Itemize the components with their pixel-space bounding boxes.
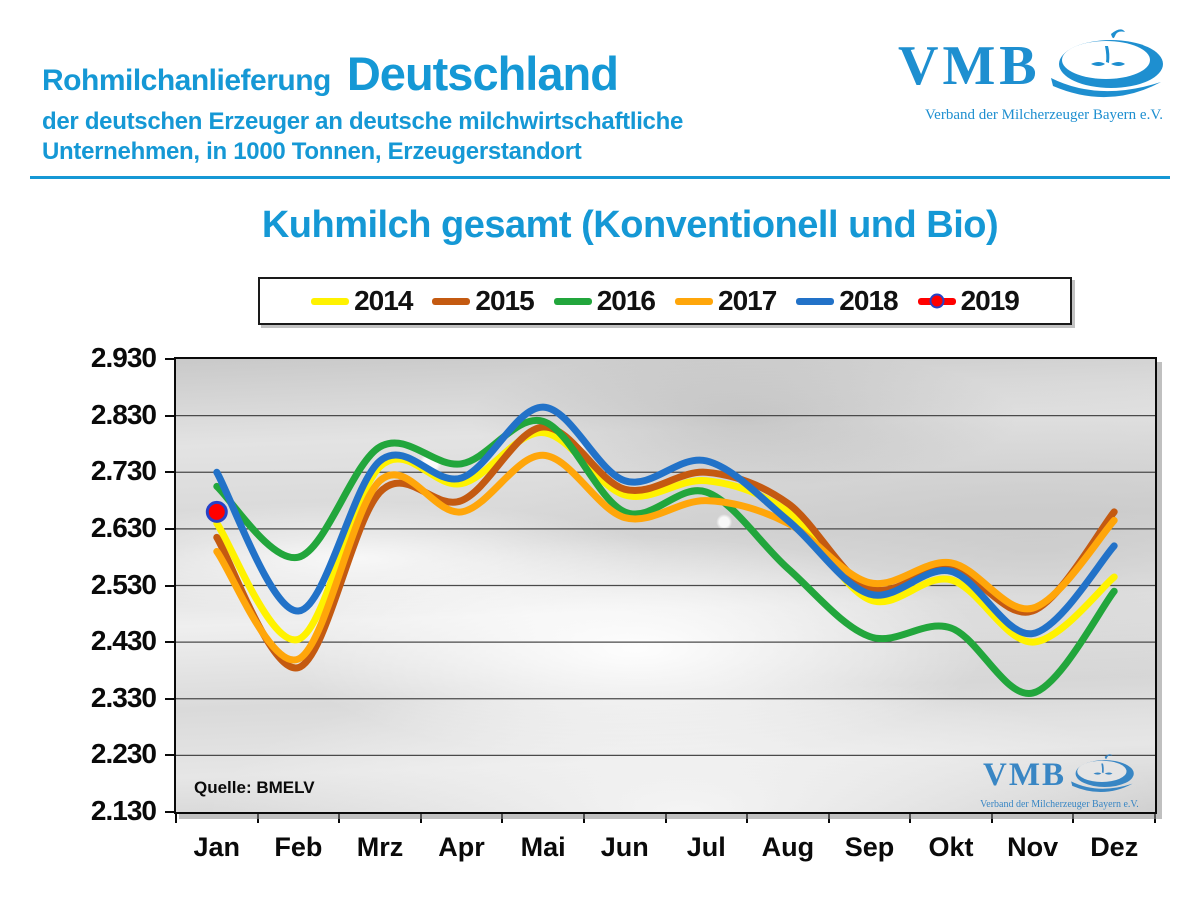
legend-item-2017: 2017 [675,285,777,317]
series-line-2014 [213,429,1118,646]
x-axis-label-Jan: Jan [193,832,241,862]
x-axis-tick [419,814,422,823]
x-axis-tick [582,814,585,823]
chart-title: Kuhmilch gesamt (Konventionell und Bio) [261,204,999,246]
legend-item-2018: 2018 [796,285,899,317]
legend-item-2016: 2016 [553,285,656,317]
legend-label-2017: 2017 [718,285,777,316]
series-line-2018 [213,403,1118,638]
x-axis-label-Aug: Aug [761,832,815,862]
legend-swatch-2017 [675,297,713,305]
vmb-watermark-text: VMB [983,757,1066,793]
x-axis-tick [256,814,259,823]
x-axis-tick [1154,814,1156,823]
legend-swatch-2018 [796,297,835,305]
vmb-logo-text: VMB [898,34,1041,97]
x-axis-label-Sep: Sep [844,832,895,862]
series-marker-2019 [205,500,228,523]
series-line-2017 [213,451,1118,664]
legend-swatch-2014 [311,297,350,305]
x-axis-tick [175,814,177,823]
x-axis-label-Jun: Jun [600,832,649,862]
x-axis-label-Mrz: Mrz [356,832,404,862]
y-axis-label-2.630: 2.630 [90,511,157,543]
x-axis-label-Dez: Dez [1090,832,1139,862]
y-axis-label-2.530: 2.530 [90,568,157,600]
y-axis-tick [165,754,174,757]
milk-swirl-icon [1049,26,1167,105]
y-axis-label-2.430: 2.430 [90,625,157,657]
x-axis-tick [990,814,993,823]
header-subtitle-line2: Unternehmen, in 1000 Tonnen, Erzeugersta… [42,138,582,165]
y-axis-tick [165,811,174,813]
x-axis-label-Jul: Jul [686,832,726,862]
y-axis-tick [165,697,174,700]
plot-area: Quelle: BMELV VMB [174,357,1157,814]
header-title-small: Rohmilchanlieferung [42,64,331,97]
chart-legend: 2014 2015 2016 2017 2018 2019 [258,277,1072,325]
y-axis-label-2.730: 2.730 [90,455,157,487]
legend-swatch-2015 [432,297,471,305]
vmb-logo-caption: Verband der Milcherzeuger Bayern e.V. [925,107,1163,123]
x-axis-label-Mai: Mai [520,832,566,862]
legend-label-2014: 2014 [354,285,413,316]
source-label: Quelle: BMELV [194,778,315,797]
legend-item-2019: 2019 [917,285,1020,317]
series-line-2016 [213,416,1118,697]
legend-marker-dot-2019 [929,293,945,309]
line-chart [176,403,1155,757]
x-axis-tick [501,814,504,823]
legend-swatch-2016 [553,297,592,305]
legend-label-2019: 2019 [960,285,1020,316]
y-axis-tick [165,584,174,587]
y-axis-tick [165,527,174,530]
vmb-watermark-caption: Verband der Milcherzeuger Bayern e.V. [980,799,1139,810]
legend-item-2015: 2015 [432,285,535,317]
y-axis-tick [165,358,174,360]
y-axis-tick [165,471,174,474]
legend-label-2016: 2016 [596,285,656,316]
x-axis-label-Apr: Apr [438,832,485,862]
vmb-logo-row: VMB [898,26,1190,105]
x-axis-label-Feb: Feb [274,832,323,862]
x-axis-tick [909,814,912,823]
vmb-watermark-row: VMB [972,752,1147,799]
legend-label-2015: 2015 [475,285,534,316]
y-axis-tick [165,414,174,417]
y-axis-label-2.330: 2.330 [90,681,157,713]
y-axis-label-2.130: 2.130 [90,795,157,826]
legend-label-2018: 2018 [839,285,898,316]
header: Rohmilchanlieferung Deutschland der deut… [42,46,683,167]
header-subtitle: der deutschen Erzeuger an deutsche milch… [42,107,683,167]
vmb-watermark: VMB [972,752,1147,810]
y-axis-label-2.930: 2.930 [90,342,157,373]
header-divider [30,176,1170,179]
vmb-logo: VMB Verband der Milcherzeuger Bayern e.V… [898,26,1190,124]
legend-item-2014: 2014 [311,285,413,317]
header-title-row: Rohmilchanlieferung Deutschland [42,46,683,101]
x-axis-tick [664,814,667,823]
x-axis-tick [746,814,749,823]
header-title-big: Deutschland [346,47,619,100]
y-axis-label-2.230: 2.230 [90,738,157,770]
header-subtitle-line1: der deutschen Erzeuger an deutsche milch… [42,108,684,135]
x-axis-tick [1072,814,1075,823]
y-axis-tick [165,641,174,644]
x-axis-label-Nov: Nov [1007,832,1059,862]
y-axis-label-2.830: 2.830 [90,398,157,430]
milk-swirl-icon [1070,752,1136,799]
legend-swatch-2019 [917,293,956,309]
x-axis-label-Okt: Okt [928,832,974,862]
x-axis-tick [827,814,830,823]
x-axis-tick [338,814,341,823]
